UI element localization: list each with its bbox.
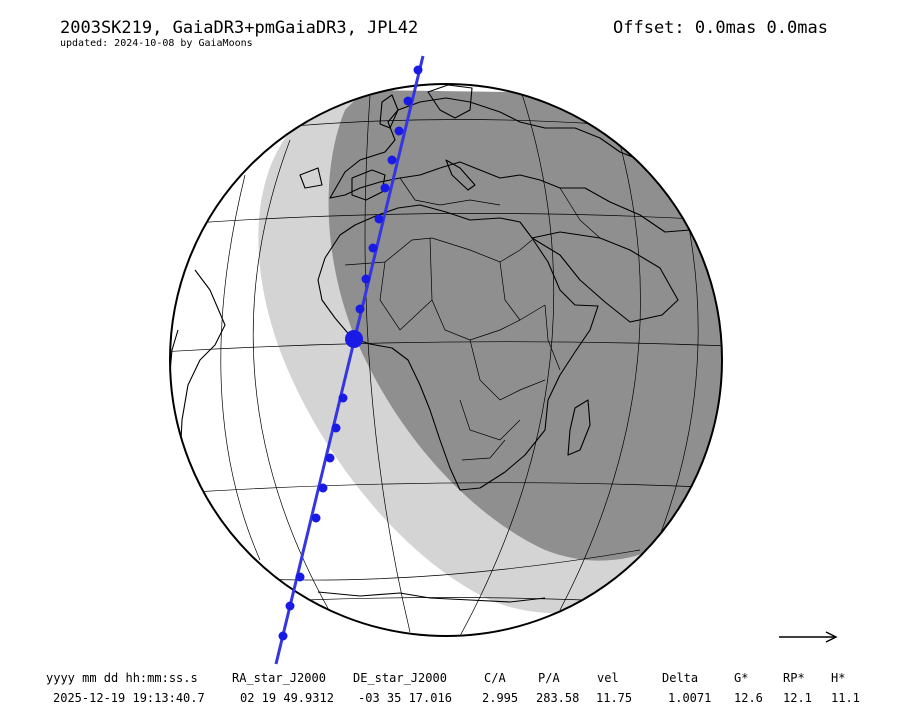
time-marker-dot [325, 453, 335, 463]
col-header-g: G* [734, 671, 749, 685]
cell-ra: 02 19 49.9312 [240, 691, 334, 705]
africa-coast [317, 204, 599, 491]
central-event-marker [345, 330, 363, 348]
coastlines [170, 84, 701, 603]
col-header-ra: RA_star_J2000 [232, 671, 326, 685]
cell-de: -03 35 17.016 [358, 691, 452, 705]
col-header-de: DE_star_J2000 [353, 671, 447, 685]
shadow-track-outer [274, 55, 425, 665]
cell-delta: 1.0071 [668, 691, 712, 705]
cell-rp: 12.1 [783, 691, 812, 705]
event-title: 2003SK219, GaiaDR3+pmGaiaDR3, JPL42 [60, 18, 419, 38]
cell-datetime: 2025-12-19 19:13:40.7 [53, 691, 205, 705]
iberia [351, 169, 386, 201]
time-marker-dot [387, 155, 397, 165]
cell-g: 12.6 [734, 691, 763, 705]
globe-outline [169, 83, 723, 637]
col-header-delta: Delta [662, 671, 699, 685]
time-marker-dot [295, 572, 305, 582]
time-marker-dot [413, 65, 423, 75]
col-header-rp: RP* [783, 671, 805, 685]
graticule [170, 87, 722, 636]
shadow-path-line [274, 55, 425, 665]
time-marker-dot [311, 513, 321, 523]
time-marker-dot [285, 601, 295, 611]
col-header-h: H* [831, 671, 846, 685]
table-header-row: yyyy mm dd hh:mm:ss.s RA_star_J2000 DE_s… [0, 671, 900, 689]
italy [445, 159, 476, 191]
arabia-coast [531, 231, 679, 323]
cell-ca: 2.995 [482, 691, 519, 705]
cell-h: 11.1 [831, 691, 860, 705]
col-header-pa: P/A [538, 671, 560, 685]
time-marker-dot [374, 214, 384, 224]
offset-label: Offset: [613, 18, 685, 38]
antarctica-fragment [317, 591, 546, 603]
table-row: 2025-12-19 19:13:40.7 02 19 49.9312 -03 … [0, 691, 900, 709]
cell-pa: 283.58 [536, 691, 580, 705]
offset-readout: Offset: 0.0mas 0.0mas [613, 18, 828, 38]
updated-note: updated: 2024-10-08 by GaiaMoons [60, 38, 253, 49]
time-marker-dot [318, 483, 328, 493]
borders [344, 177, 601, 461]
time-marker-dot [380, 183, 390, 193]
time-marker-dot [278, 631, 288, 641]
time-marker-dot [361, 274, 371, 284]
british-isles [379, 94, 399, 129]
time-marker-dot [394, 126, 404, 136]
greenland-fragment [299, 167, 323, 189]
madagascar-coast [567, 399, 591, 456]
col-header-vel: vel [597, 671, 619, 685]
time-marker-dot [355, 304, 365, 314]
offset-value: 0.0mas 0.0mas [694, 18, 828, 38]
time-marker-dot [403, 96, 413, 106]
cell-vel: 11.75 [596, 691, 633, 705]
time-marker-dot [338, 393, 348, 403]
time-marker-dot [368, 243, 378, 253]
col-header-ca: C/A [484, 671, 506, 685]
col-header-datetime: yyyy mm dd hh:mm:ss.s [46, 671, 198, 685]
time-marker-dot [331, 423, 341, 433]
arrow-right-icon [779, 631, 838, 643]
